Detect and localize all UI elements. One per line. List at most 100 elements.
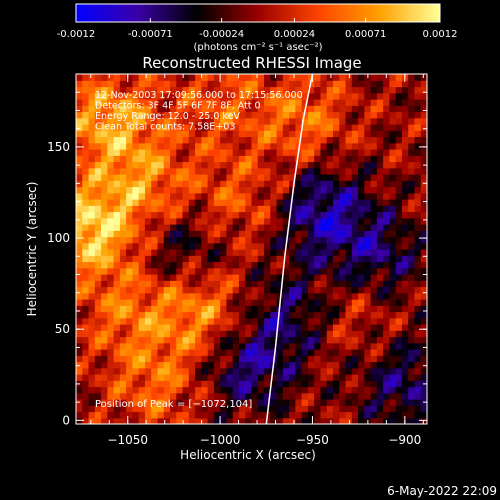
heatmap-cell	[132, 380, 140, 388]
heatmap-cell	[151, 186, 159, 194]
heatmap-cell	[326, 355, 334, 363]
observation-info: 12-Nov-2003 17:09:56.000 to 17:15:56.000…	[95, 90, 303, 133]
heatmap-cell	[295, 380, 303, 388]
heatmap-cell	[370, 142, 378, 150]
heatmap-cell	[376, 355, 384, 363]
heatmap-cell	[351, 92, 359, 100]
heatmap-cell	[107, 111, 115, 119]
heatmap-cell	[232, 199, 240, 206]
heatmap-cell	[314, 105, 322, 113]
heatmap-cell	[144, 374, 152, 381]
heatmap-cell	[408, 255, 416, 263]
heatmap-cell	[76, 417, 83, 424]
heatmap-cell	[170, 230, 177, 238]
heatmap-cell	[401, 274, 409, 281]
heatmap-cell	[414, 399, 422, 406]
heatmap-cell	[94, 392, 102, 400]
heatmap-cell	[176, 174, 184, 181]
heatmap-cell	[264, 255, 271, 263]
heatmap-cell	[301, 399, 309, 406]
heatmap-cell	[282, 217, 290, 225]
heatmap-cell	[119, 292, 127, 300]
heatmap-cell	[176, 230, 184, 238]
heatmap-cell	[245, 142, 253, 150]
heatmap-cell	[144, 224, 152, 231]
heatmap-cell	[257, 380, 265, 388]
heatmap-cell	[163, 342, 171, 350]
heatmap-cell	[358, 161, 365, 169]
heatmap-cell	[94, 224, 102, 231]
heatmap-cell	[351, 342, 359, 350]
heatmap-cell	[282, 311, 290, 319]
heatmap-cell	[351, 111, 359, 119]
heatmap-cell	[358, 130, 365, 138]
heatmap-cell	[364, 267, 372, 275]
heatmap-cell	[314, 342, 322, 350]
heatmap-cell	[395, 124, 403, 131]
heatmap-cell	[201, 205, 209, 213]
heatmap-cell	[88, 261, 96, 269]
heatmap-cell	[301, 392, 309, 400]
heatmap-cell	[295, 305, 303, 313]
heatmap-cell	[82, 361, 90, 369]
heatmap-cell	[420, 130, 427, 138]
heatmap-cell	[364, 342, 372, 350]
heatmap-cell	[364, 155, 372, 163]
heatmap-cell	[389, 324, 397, 331]
heatmap-cell	[94, 280, 102, 288]
heatmap-cell	[76, 411, 83, 419]
heatmap-cell	[339, 305, 347, 313]
heatmap-cell	[295, 292, 303, 300]
heatmap-cell	[358, 386, 365, 394]
heatmap-cell	[232, 330, 240, 338]
heatmap-cell	[276, 111, 284, 119]
heatmap-cell	[301, 217, 309, 225]
heatmap-cell	[76, 92, 83, 100]
heatmap-cell	[107, 211, 115, 219]
heatmap-cell	[151, 142, 159, 150]
heatmap-cell	[182, 180, 190, 188]
heatmap-cell	[176, 92, 184, 100]
heatmap-cell	[132, 99, 140, 106]
heatmap-cell	[157, 399, 165, 406]
heatmap-cell	[351, 305, 359, 313]
heatmap-cell	[188, 417, 196, 424]
heatmap-cell	[176, 86, 184, 94]
heatmap-cell	[295, 99, 303, 106]
heatmap-cell	[414, 217, 422, 225]
heatmap-cell	[232, 86, 240, 94]
heatmap-cell	[270, 230, 278, 238]
heatmap-cell	[119, 305, 127, 313]
heatmap-cell	[320, 117, 328, 125]
heatmap-cell	[282, 124, 290, 131]
heatmap-cell	[251, 236, 259, 244]
heatmap-cell	[119, 349, 127, 356]
heatmap-cell	[195, 205, 202, 213]
heatmap-cell	[339, 411, 347, 419]
heatmap-cell	[170, 299, 177, 306]
heatmap-cell	[345, 167, 353, 175]
heatmap-cell	[220, 386, 228, 394]
heatmap-cell	[226, 374, 234, 381]
heatmap-cell	[370, 317, 378, 325]
heatmap-cell	[132, 186, 140, 194]
info-line: Detectors: 3F 4F 5F 6F 7F 8F, Att 0	[95, 101, 261, 112]
heatmap-cell	[264, 317, 271, 325]
heatmap-cell	[107, 242, 115, 250]
heatmap-cell	[88, 255, 96, 263]
heatmap-cell	[383, 180, 390, 188]
heatmap-cell	[226, 311, 234, 319]
heatmap-cell	[113, 242, 121, 250]
heatmap-cell	[264, 392, 271, 400]
heatmap-cell	[220, 255, 228, 263]
heatmap-cell	[88, 286, 96, 294]
heatmap-cell	[301, 380, 309, 388]
heatmap-cell	[314, 224, 322, 231]
heatmap-cell	[295, 299, 303, 306]
heatmap-cell	[94, 205, 102, 213]
heatmap-cell	[401, 74, 409, 81]
heatmap-cell	[270, 124, 278, 131]
heatmap-cell	[414, 236, 422, 244]
heatmap-cell	[113, 92, 121, 100]
heatmap-cell	[245, 242, 253, 250]
